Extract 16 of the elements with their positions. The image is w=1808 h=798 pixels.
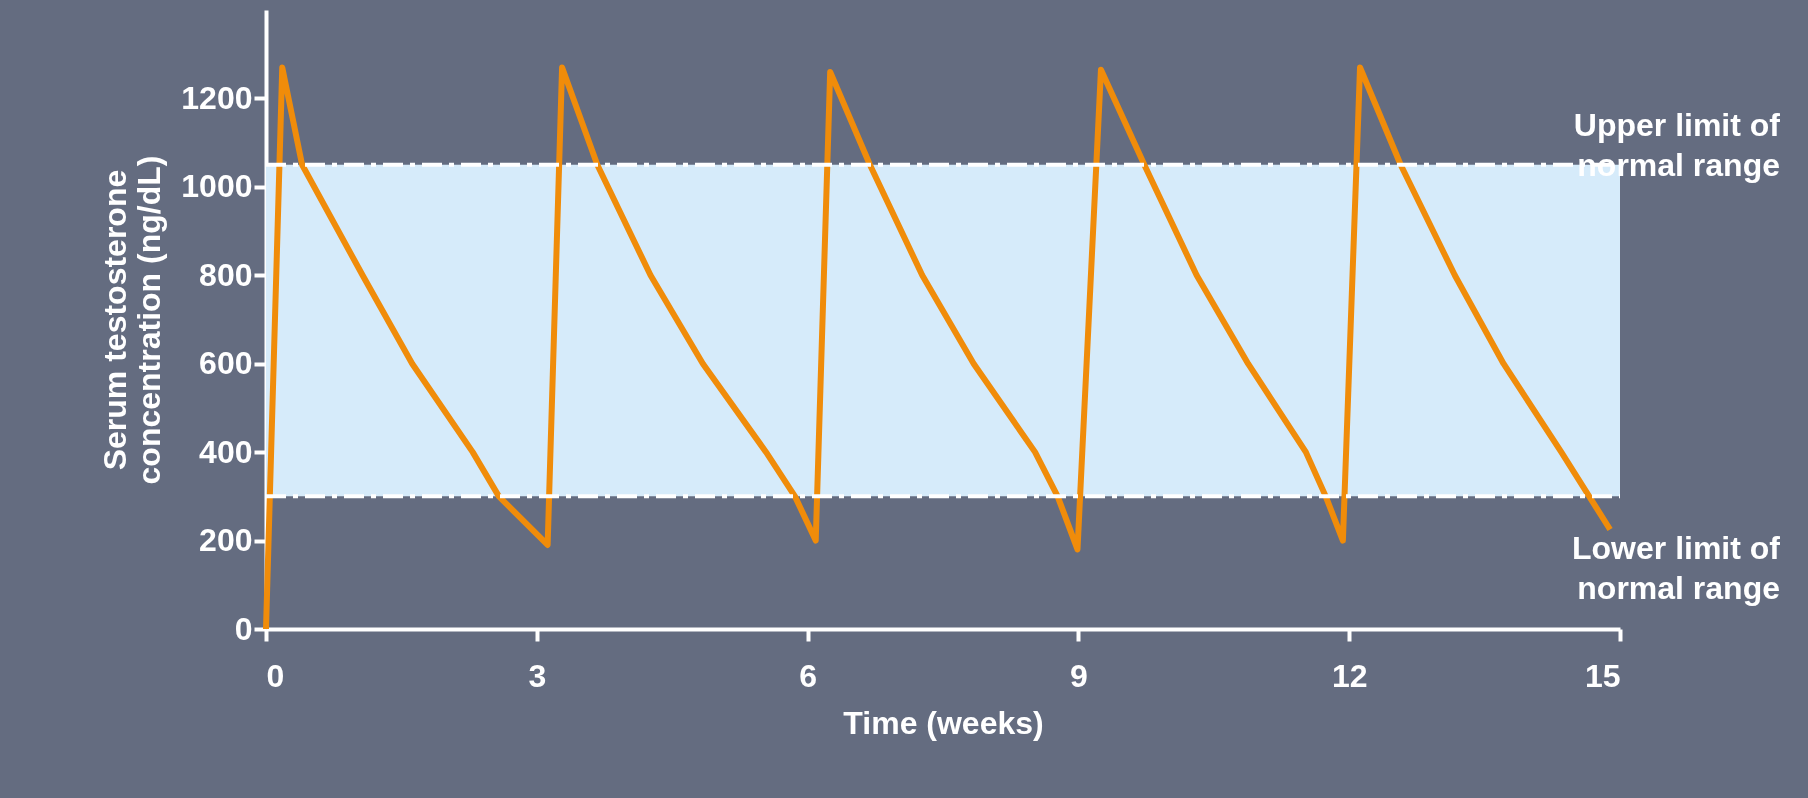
x-axis-title: Time (weeks): [843, 704, 1044, 741]
x-tick-label: 6: [799, 657, 817, 694]
y-tick-label: 200: [199, 522, 253, 559]
x-tick-label: 12: [1331, 657, 1368, 694]
y-axis-title: Serum testosterone concentration (ng/dL): [97, 155, 168, 485]
x-tick-label: 15: [1584, 657, 1621, 694]
y-tick-label: 400: [199, 433, 253, 470]
y-tick-label: 1000: [181, 168, 253, 205]
x-tick-label: 3: [528, 657, 547, 694]
x-tick-label: 9: [1070, 657, 1088, 694]
ref-line-label: Lower limit of normal range: [1572, 530, 1781, 607]
y-tick-label: 600: [199, 345, 253, 382]
y-tick-label: 0: [234, 610, 253, 647]
y-tick-label: 800: [199, 256, 253, 293]
x-tick-label: 0: [266, 657, 285, 694]
y-tick-label: 1200: [181, 79, 253, 116]
